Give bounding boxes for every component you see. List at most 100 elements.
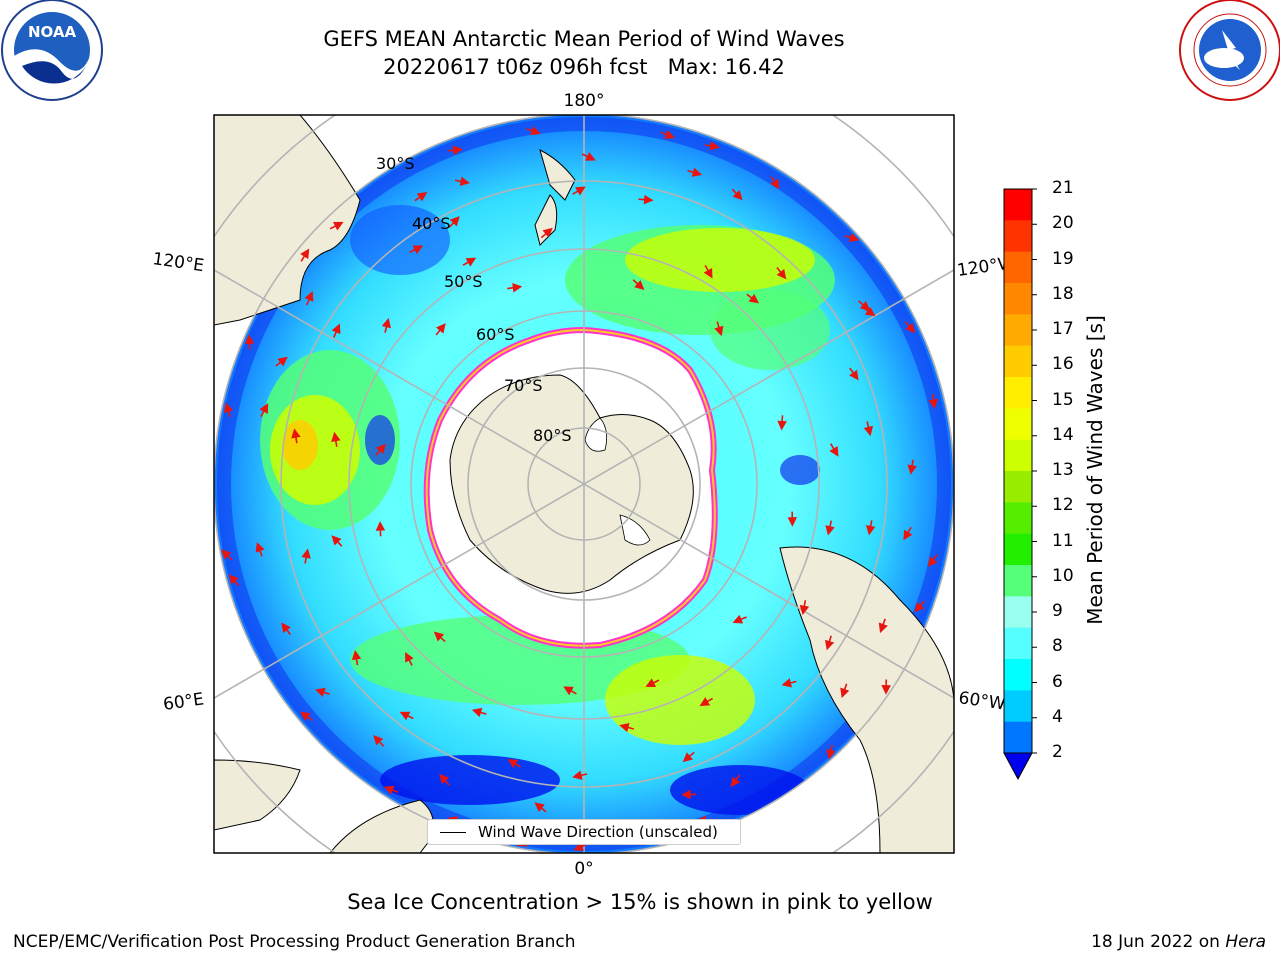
wind-wave-arrow <box>704 141 720 151</box>
colorbar-segment <box>1004 283 1032 315</box>
wind-wave-arrow <box>275 356 288 367</box>
wind-wave-arrow <box>849 367 859 381</box>
wind-wave-arrow <box>777 415 787 431</box>
wind-wave-arrow <box>907 459 917 475</box>
lon-label-60e: 60°E <box>162 689 205 714</box>
wind-wave-arrow <box>682 751 695 763</box>
wind-wave-arrow <box>301 548 311 564</box>
wind-wave-arrow <box>927 554 938 568</box>
wind-wave-arrow <box>507 283 523 293</box>
colorbar-segment <box>1004 533 1032 566</box>
wind-wave-arrow <box>732 614 747 624</box>
wind-wave-arrow <box>914 600 926 613</box>
wind-wave-arrow <box>399 711 414 721</box>
lat-label-60s: 60°S <box>476 325 515 344</box>
wind-wave-arrow <box>660 129 675 139</box>
sea-ice-note: Sea Ice Concentration > 15% is shown in … <box>347 890 933 914</box>
wind-wave-arrow <box>865 520 876 536</box>
wind-wave-arrow <box>448 216 460 228</box>
wind-wave-arrow <box>746 293 760 304</box>
colorbar-segment <box>1004 345 1032 378</box>
wind-wave-arrow <box>572 186 586 196</box>
colorbar-tick-label: 12 <box>1052 495 1074 516</box>
wind-wave-arrow <box>454 176 470 187</box>
footer-machine: Hera <box>1225 932 1266 952</box>
wind-wave-arrow <box>331 323 341 338</box>
wind-wave-arrow <box>375 443 386 456</box>
wind-wave-arrow <box>824 635 835 651</box>
legend-line-sample <box>440 832 466 833</box>
wind-wave-arrow <box>714 321 724 337</box>
lat-label-30s: 30°S <box>376 154 415 173</box>
footer-date-text: 18 Jun 2022 on <box>1091 932 1226 952</box>
colorbar-tick-label: 13 <box>1052 460 1074 480</box>
chart-title: GEFS MEAN Antarctic Mean Period of Wind … <box>323 27 845 51</box>
lat-label-40s: 40°S <box>412 214 451 233</box>
wind-wave-arrow <box>829 443 839 457</box>
wind-wave-arrow <box>435 323 446 336</box>
wind-wave-arrow <box>699 697 713 707</box>
wind-wave-arrow <box>383 785 399 795</box>
colorbar-tick-label: 21 <box>1052 178 1074 198</box>
colorbar <box>1003 188 1037 781</box>
wind-wave-arrow <box>687 167 703 177</box>
noaa-logo-text: NOAA <box>28 23 77 41</box>
wind-wave-arrow <box>581 152 596 161</box>
colorbar-segment <box>1004 690 1032 723</box>
map-area <box>214 115 954 853</box>
wind-wave-arrow <box>405 651 414 666</box>
wind-wave-arrow <box>878 618 888 634</box>
colorbar-tick-label: 16 <box>1052 354 1074 375</box>
colorbar-segment <box>1004 251 1032 284</box>
colorbar-segment <box>1004 721 1032 754</box>
colorbar-segment <box>1004 377 1032 409</box>
colorbar-segment <box>1004 659 1032 691</box>
wind-wave-arrow <box>409 245 424 255</box>
chart-subtitle: 20220617 t06z 096h fcst Max: 16.42 <box>383 55 785 79</box>
colorbar-tick-label: 11 <box>1052 530 1074 551</box>
map-frame <box>213 114 955 854</box>
colorbar-tick-label: 6 <box>1052 671 1063 692</box>
colorbar-tick-label: 15 <box>1052 389 1074 410</box>
lon-label-0: 0° <box>574 859 593 879</box>
colorbar-segment <box>1004 502 1032 535</box>
colorbar-segment <box>1004 220 1032 253</box>
wind-wave-arrow <box>304 291 314 306</box>
wind-wave-arrow <box>638 194 654 205</box>
wind-wave-arrow <box>703 264 713 279</box>
wind-wave-arrow <box>300 248 310 262</box>
wind-wave-arrow <box>862 306 876 317</box>
wind-wave-arrow <box>526 126 541 136</box>
colorbar-segment <box>1004 439 1032 472</box>
footer-credit: NCEP/EMC/Verification Post Processing Pr… <box>13 932 576 952</box>
lat-label-70s: 70°S <box>504 376 543 395</box>
colorbar-segment <box>1004 471 1032 503</box>
noaa-logo: NOAA <box>1 0 103 101</box>
colorbar-tick-label: 19 <box>1052 248 1074 269</box>
wind-wave-arrow <box>433 631 446 643</box>
wind-wave-arrow <box>351 650 362 666</box>
lat-label-80s: 80°S <box>533 426 572 445</box>
wind-wave-arrow <box>291 428 301 444</box>
wind-wave-arrow <box>507 759 521 769</box>
colorbar-label: Mean Period of Wind Waves [s] <box>1083 315 1107 625</box>
wind-wave-arrow <box>776 266 787 280</box>
wind-wave-arrow <box>770 176 780 190</box>
graticule <box>214 115 954 853</box>
nws-logo <box>1179 0 1280 101</box>
colorbar-tick-label: 9 <box>1052 601 1063 621</box>
wind-wave-arrow <box>255 542 265 557</box>
lon-label-60w: 60°W <box>957 688 1006 714</box>
colorbar-tick-label: 8 <box>1052 636 1063 657</box>
colorbar-segment <box>1004 314 1032 347</box>
colorbar-tick-label: 2 <box>1052 742 1063 762</box>
wind-wave-arrow <box>462 257 477 267</box>
wind-wave-arrow <box>471 707 487 718</box>
wind-wave-arrow <box>281 622 292 636</box>
wind-wave-arrow <box>414 191 428 202</box>
wind-wave-arrow <box>221 549 233 561</box>
wind-wave-arrow <box>863 421 874 437</box>
colorbar-tick-label: 14 <box>1052 424 1074 445</box>
legend-label: Wind Wave Direction (unscaled) <box>478 823 718 841</box>
